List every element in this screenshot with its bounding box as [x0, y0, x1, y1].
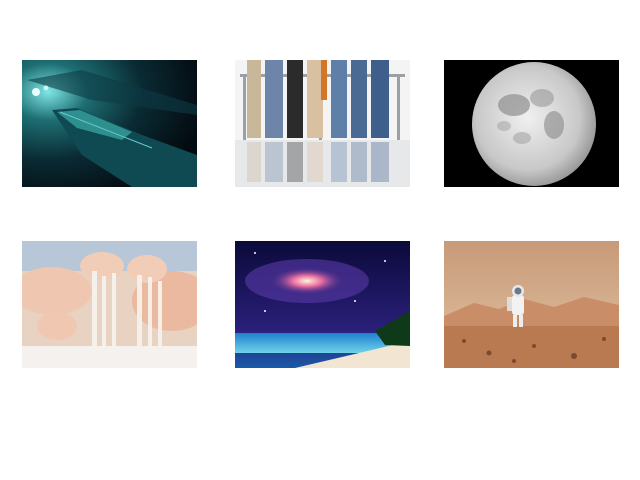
- moon-thumbnail[interactable]: [444, 60, 619, 187]
- mars-astronaut-image: [444, 241, 619, 368]
- sand-hands-thumbnail[interactable]: [22, 241, 197, 368]
- galaxy-beach-image: [235, 241, 410, 368]
- mars-astronaut-thumbnail[interactable]: [444, 241, 619, 368]
- shipwreck-thumbnail[interactable]: [22, 60, 197, 187]
- people-in-line-thumbnail[interactable]: [235, 60, 410, 187]
- people-in-line-image: [235, 60, 410, 187]
- galaxy-beach-thumbnail[interactable]: [235, 241, 410, 368]
- shipwreck-image: [22, 60, 197, 187]
- moon-image: [444, 60, 619, 187]
- sand-hands-image: [22, 241, 197, 368]
